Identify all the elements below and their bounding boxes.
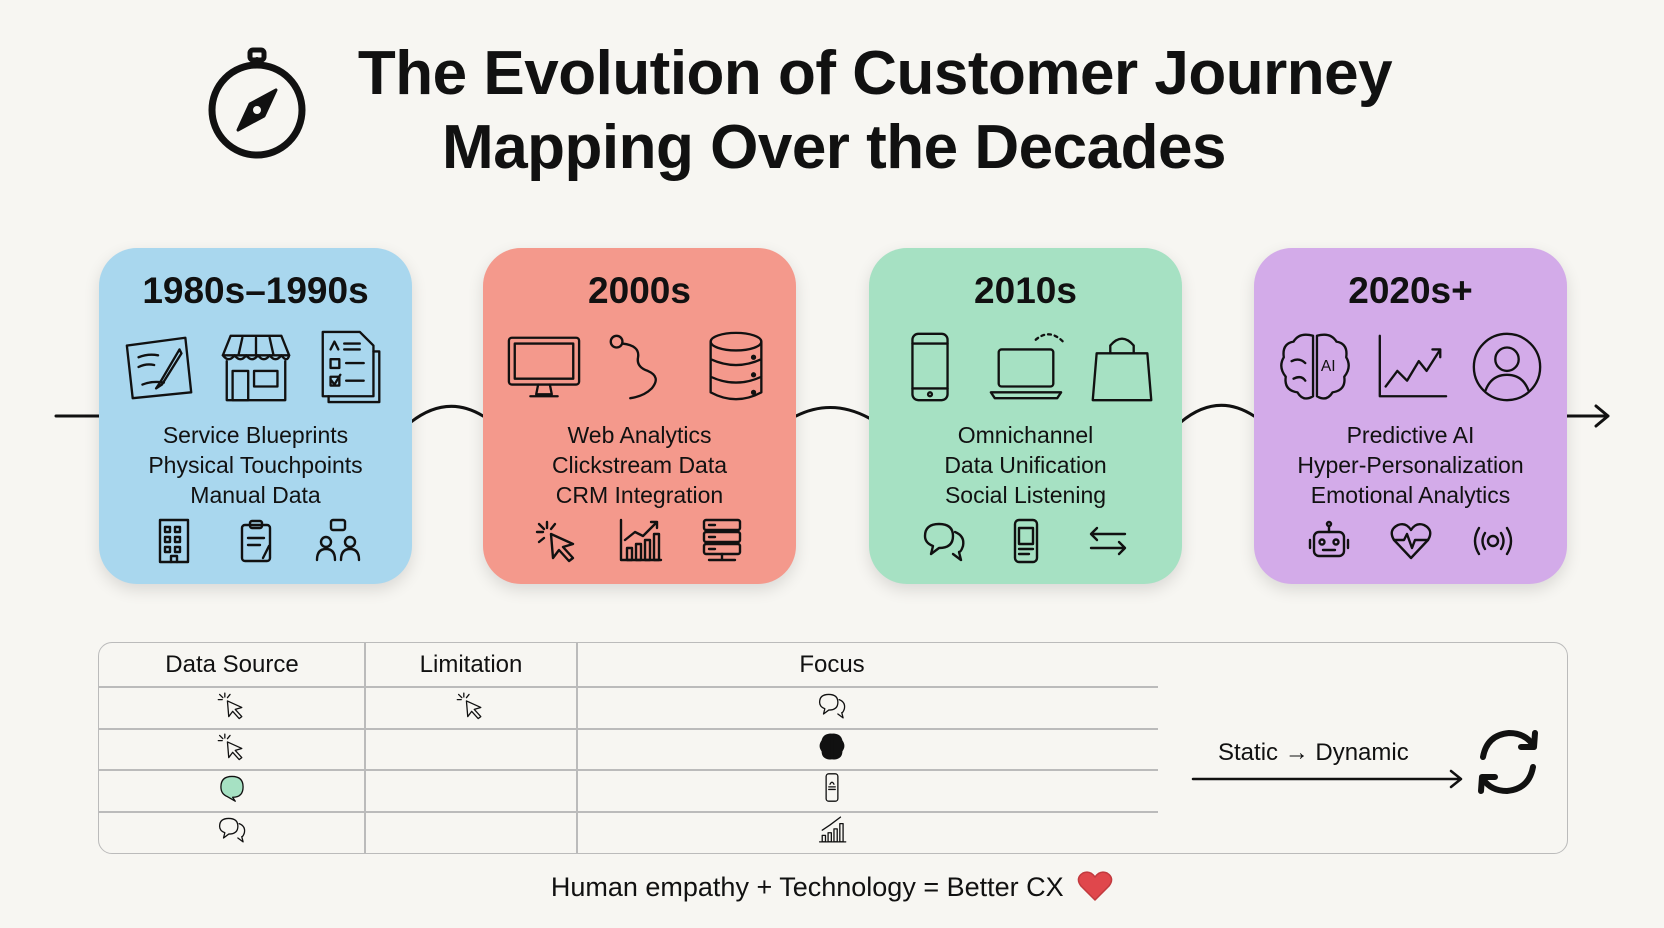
row-divider [99,728,1158,730]
era-item: Physical Touchpoints [148,452,363,478]
era-item: Hyper-Personalization [1297,452,1524,478]
compass-icon [208,47,306,159]
era-year: 2020s+ [1348,270,1473,311]
trend-line-icon [1378,334,1447,398]
storefront-icon [221,334,290,402]
era-year: 2000s [588,270,691,311]
ai-brain-icon: AI [1279,333,1350,400]
heartbeat-icon [1390,522,1431,560]
checklist-document-icon [321,330,380,404]
bar-chart-icon [818,816,847,843]
footer-text: Human empathy + Technology = Better CX [550,872,1064,902]
page-title-line1: The Evolution of Customer Journey [357,39,1393,108]
column-divider [364,643,366,853]
heart-icon [1077,871,1113,901]
era-card-2000s: 2000s Web Analytics Clickstream Data CRM… [483,248,796,584]
row-divider [99,686,1158,688]
desktop-monitor-icon [507,336,580,398]
era-card-1980s-1990s: 1980s–1990s Service Blueprints Physical … [99,248,412,584]
era-item: Service Blueprints [162,422,349,448]
era-item: Clickstream Data [551,452,728,478]
era-item: Data Unification [944,452,1107,478]
laptop-icon [989,333,1064,400]
robot-icon [1308,520,1349,558]
chat-bubbles-icon [218,817,246,843]
smartphone-icon [910,332,949,402]
row-divider [99,811,1158,813]
chat-bubbles-icon [818,693,846,719]
chat-bubbles-icon [923,522,965,562]
header-limitation: Limitation [419,651,523,678]
era-item: Omnichannel [957,422,1094,448]
svg-text:AI: AI [1320,358,1335,375]
timeline-line [54,403,1610,428]
header-data-source: Data Source [165,651,299,678]
chat-bubble-filled-icon [220,775,244,802]
path-trail-icon [609,334,657,400]
row-divider [99,769,1158,771]
clipboard-icon [240,519,271,563]
user-avatar-icon [1472,332,1541,402]
brain-icon [819,733,845,760]
page-title-line2: Mapping Over the Decades [442,113,1226,182]
era-item: Emotional Analytics [1310,482,1511,508]
exchange-arrows-icon [1089,526,1126,556]
era-item: Social Listening [944,482,1107,508]
arrow-right-icon [1191,769,1463,789]
database-icon [708,331,763,401]
era-item: Web Analytics [567,422,712,448]
mobile-app-icon [1013,518,1038,564]
cursor-click-icon [535,520,574,563]
server-icon [702,518,741,562]
handwritten-note-icon [125,336,192,400]
bar-chart-icon [619,518,662,562]
era-card-2010s: 2010s Omnichannel Data Unification Socia… [869,248,1182,584]
era-item: Manual Data [190,482,321,508]
era-item: Predictive AI [1346,422,1475,448]
refresh-cycle-icon [1478,730,1538,794]
cursor-click-icon [217,692,243,720]
cursor-click-icon [217,733,243,761]
signal-waves-icon [1473,526,1512,556]
era-year: 1980s–1990s [142,270,369,311]
header-focus: Focus [799,651,865,678]
comparison-table: Data Source Limitation Focus Static → Dy… [98,642,1568,854]
column-divider [576,643,578,853]
mobile-app-icon [825,773,839,802]
static-to-dynamic-label: Static → Dynamic [1218,739,1409,766]
shopping-bag-icon [1091,337,1152,402]
footer-row: Human empathy + Technology = Better CX [0,870,1664,903]
era-item: CRM Integration [555,482,724,508]
era-year: 2010s [974,270,1077,311]
building-icon [158,518,189,564]
era-card-2020s: 2020s+ AI Predictive AI Hyper-Personaliz… [1254,248,1567,584]
cursor-click-icon [456,692,482,720]
people-conversation-icon [315,518,360,562]
